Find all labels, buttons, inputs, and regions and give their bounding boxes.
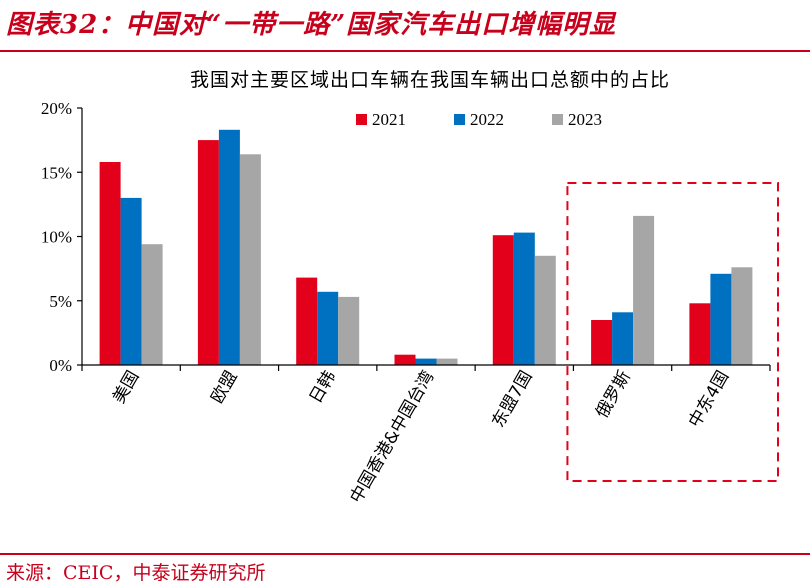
highlight-box <box>566 182 780 482</box>
legend-label-2021: 2021 <box>372 110 406 129</box>
bar-2021-0 <box>99 162 121 365</box>
x-tick-label-4: 东盟7国 <box>488 368 536 432</box>
source-divider <box>0 553 810 555</box>
x-tick-label-6: 中东4国 <box>685 368 733 432</box>
bar-2022-6 <box>710 273 732 365</box>
x-tick-label-1: 欧盟 <box>207 368 241 407</box>
source-note: 来源：CEIC，中泰证券研究所 <box>6 562 266 584</box>
y-tick-label-1: 5% <box>49 292 72 311</box>
x-tick-label-5: 俄罗斯 <box>592 368 635 422</box>
highlight-group <box>566 182 780 482</box>
bar-2022-3 <box>415 358 437 365</box>
bar-2023-2 <box>338 296 360 365</box>
bar-2023-6 <box>731 267 753 365</box>
legend-label-2022: 2022 <box>470 110 504 129</box>
bar-2023-5 <box>633 215 655 365</box>
legend: 2021 2022 2023 <box>356 110 602 129</box>
bar-2023-1 <box>239 154 261 365</box>
bar-2022-4 <box>513 232 535 365</box>
chart-title: 我国对主要区域出口车辆在我国车辆出口总额中的占比 <box>190 69 670 91</box>
bar-2021-4 <box>492 235 514 365</box>
bar-2023-4 <box>534 255 556 365</box>
bars-group <box>99 129 753 365</box>
legend-swatch-2022 <box>454 114 465 125</box>
y-tick-label-3: 15% <box>41 163 72 182</box>
title-divider <box>0 50 810 52</box>
legend-swatch-2023 <box>552 114 563 125</box>
y-tick-label-0: 0% <box>49 356 72 375</box>
bar-2023-0 <box>141 244 163 365</box>
x-tick-label-0: 美国 <box>109 368 143 407</box>
bar-2022-2 <box>317 291 339 365</box>
legend-label-2023: 2023 <box>568 110 602 129</box>
bar-2022-0 <box>120 197 142 365</box>
bar-2021-5 <box>591 320 613 365</box>
bar-2021-2 <box>296 277 318 365</box>
bar-2022-5 <box>612 312 634 365</box>
x-tick-label-3: 中国香港&中国台湾 <box>346 368 438 507</box>
bar-2021-1 <box>197 140 219 365</box>
bar-2023-3 <box>436 358 458 365</box>
legend-swatch-2021 <box>356 114 367 125</box>
y-tick-label-2: 10% <box>41 228 72 247</box>
bar-2022-1 <box>218 129 240 365</box>
figure-title: 图表32：中国对“一带一路”国家汽车出口增幅明显 <box>6 10 617 40</box>
y-tick-label-4: 20% <box>41 99 72 118</box>
bar-chart: 我国对主要区域出口车辆在我国车辆出口总额中的占比 0% 5% 10% 15% 20% 美国… <box>41 69 780 507</box>
bar-2021-3 <box>394 354 416 365</box>
bar-2021-6 <box>689 303 711 365</box>
x-tick-label-2: 日韩 <box>306 368 340 407</box>
